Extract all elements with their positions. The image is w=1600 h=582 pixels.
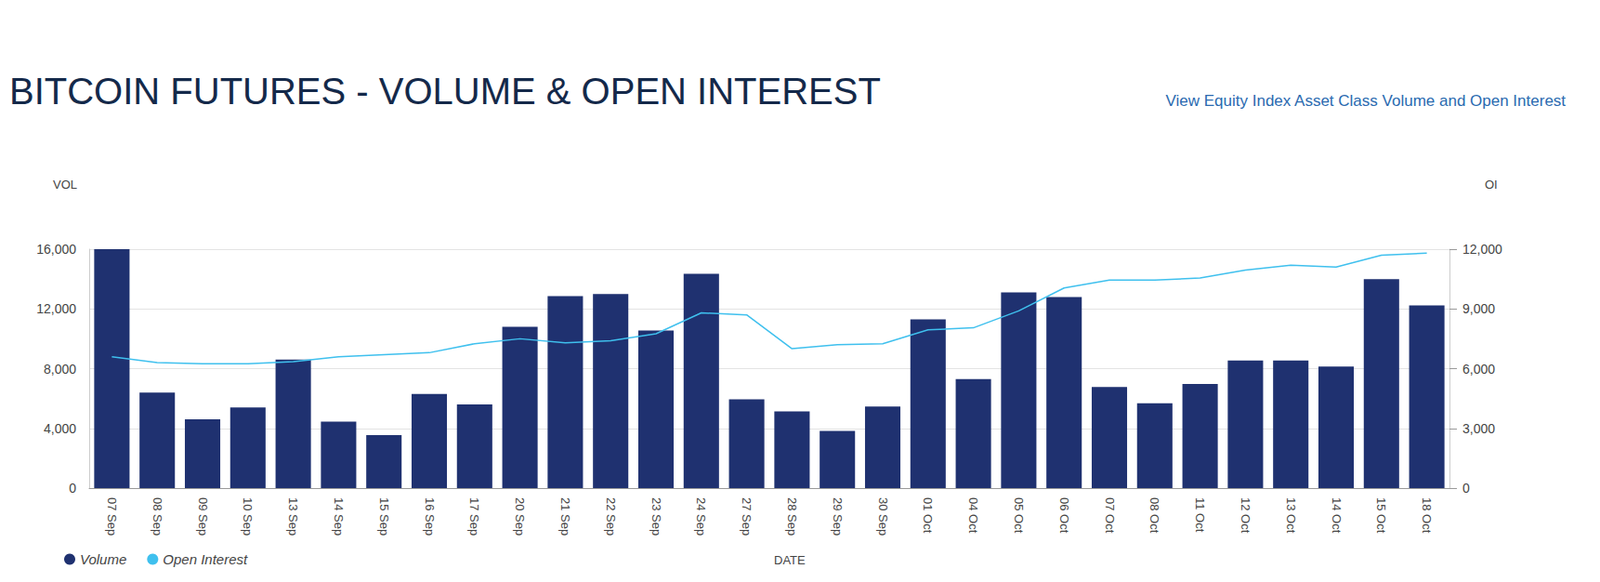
svg-text:08 Sep: 08 Sep xyxy=(150,497,165,536)
svg-text:17 Sep: 17 Sep xyxy=(467,497,482,536)
svg-text:3,000: 3,000 xyxy=(1462,420,1496,436)
svg-text:23 Sep: 23 Sep xyxy=(649,497,664,536)
svg-text:27 Sep: 27 Sep xyxy=(739,497,754,536)
svg-text:11 Oct: 11 Oct xyxy=(1193,497,1207,533)
svg-text:DATE: DATE xyxy=(773,552,806,567)
svg-text:10 Sep: 10 Sep xyxy=(240,497,255,536)
svg-text:9,000: 9,000 xyxy=(1462,301,1496,316)
svg-text:16 Sep: 16 Sep xyxy=(422,497,437,536)
svg-text:04 Oct: 04 Oct xyxy=(966,497,981,534)
svg-text:18 Oct: 18 Oct xyxy=(1419,497,1434,534)
svg-text:0: 0 xyxy=(68,480,77,496)
svg-text:14 Oct: 14 Oct xyxy=(1329,497,1344,534)
svg-text:20 Sep: 20 Sep xyxy=(512,497,527,536)
svg-text:13 Sep: 13 Sep xyxy=(286,497,301,536)
svg-text:22 Sep: 22 Sep xyxy=(603,497,618,536)
svg-text:01 Oct: 01 Oct xyxy=(920,497,935,534)
svg-text:16,000: 16,000 xyxy=(36,241,77,257)
svg-text:12,000: 12,000 xyxy=(36,301,77,316)
svg-text:07 Sep: 07 Sep xyxy=(104,497,119,536)
svg-text:15 Sep: 15 Sep xyxy=(377,497,392,536)
svg-text:Open Interest: Open Interest xyxy=(162,550,249,567)
svg-text:15 Oct: 15 Oct xyxy=(1374,497,1389,534)
svg-text:28 Sep: 28 Sep xyxy=(785,497,800,536)
svg-text:08 Oct: 08 Oct xyxy=(1147,497,1162,534)
svg-text:21 Sep: 21 Sep xyxy=(558,497,573,536)
svg-text:09 Sep: 09 Sep xyxy=(196,497,210,536)
svg-text:29 Sep: 29 Sep xyxy=(830,497,845,536)
svg-text:4,000: 4,000 xyxy=(43,420,77,436)
svg-text:07 Oct: 07 Oct xyxy=(1102,497,1117,534)
svg-text:30 Sep: 30 Sep xyxy=(876,497,891,536)
svg-text:12,000: 12,000 xyxy=(1462,241,1503,257)
svg-text:14 Sep: 14 Sep xyxy=(331,497,346,536)
svg-text:06 Oct: 06 Oct xyxy=(1057,497,1072,534)
svg-text:24 Sep: 24 Sep xyxy=(694,497,709,536)
svg-text:6,000: 6,000 xyxy=(1462,361,1496,377)
svg-text:12 Oct: 12 Oct xyxy=(1238,497,1253,534)
svg-text:Volume: Volume xyxy=(79,550,127,567)
svg-text:8,000: 8,000 xyxy=(43,361,77,377)
svg-text:VOL: VOL xyxy=(52,177,78,192)
svg-text:BITCOIN FUTURES - VOLUME & OPE: BITCOIN FUTURES - VOLUME & OPEN INTEREST xyxy=(9,70,881,112)
svg-text:View Equity Index Asset Class: View Equity Index Asset Class Volume and… xyxy=(1165,91,1566,110)
svg-text:OI: OI xyxy=(1484,177,1498,192)
svg-text:0: 0 xyxy=(1462,480,1470,496)
svg-text:13 Oct: 13 Oct xyxy=(1284,497,1299,534)
svg-text:05 Oct: 05 Oct xyxy=(1011,497,1026,534)
